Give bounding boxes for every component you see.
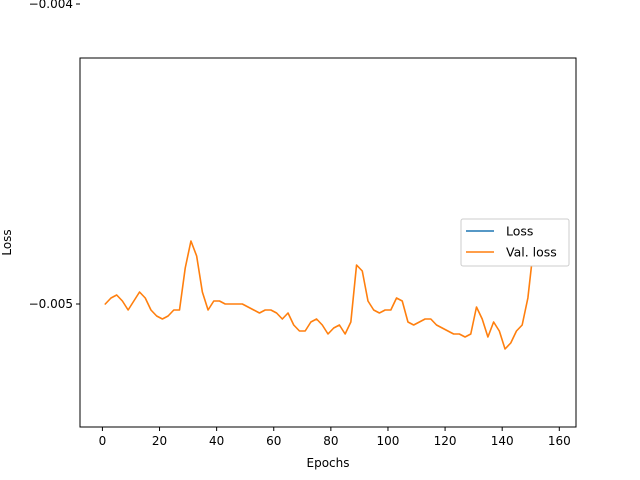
x-axis-label: Epochs bbox=[307, 456, 350, 470]
y-axis: −0.005−0.004−0.003−0.002−0.001 bbox=[29, 0, 80, 311]
y-tick-label: −0.005 bbox=[29, 297, 73, 311]
x-tick-label: 100 bbox=[377, 434, 400, 448]
x-axis: 0 20 40 60 80 100 120 140 160 bbox=[99, 427, 571, 448]
x-tick-label: 120 bbox=[434, 434, 457, 448]
legend: Loss Val. loss bbox=[460, 218, 570, 267]
legend-label-loss: Loss bbox=[506, 224, 533, 239]
y-axis-label: Loss bbox=[0, 229, 14, 255]
x-tick-label: 140 bbox=[491, 434, 514, 448]
x-tick-label: 40 bbox=[209, 434, 224, 448]
axes-frame bbox=[79, 57, 577, 428]
plot-area bbox=[79, 57, 577, 428]
series-line-val-loss bbox=[104, 222, 555, 350]
series-layer bbox=[104, 222, 555, 350]
x-tick-label: 0 bbox=[99, 434, 107, 448]
x-tick-label: 20 bbox=[152, 434, 167, 448]
x-tick-label: 80 bbox=[323, 434, 338, 448]
y-tick-label: −0.004 bbox=[29, 0, 73, 11]
x-tick-label: 160 bbox=[548, 434, 571, 448]
legend-label-val-loss: Val. loss bbox=[506, 245, 557, 260]
x-tick-label: 60 bbox=[266, 434, 281, 448]
